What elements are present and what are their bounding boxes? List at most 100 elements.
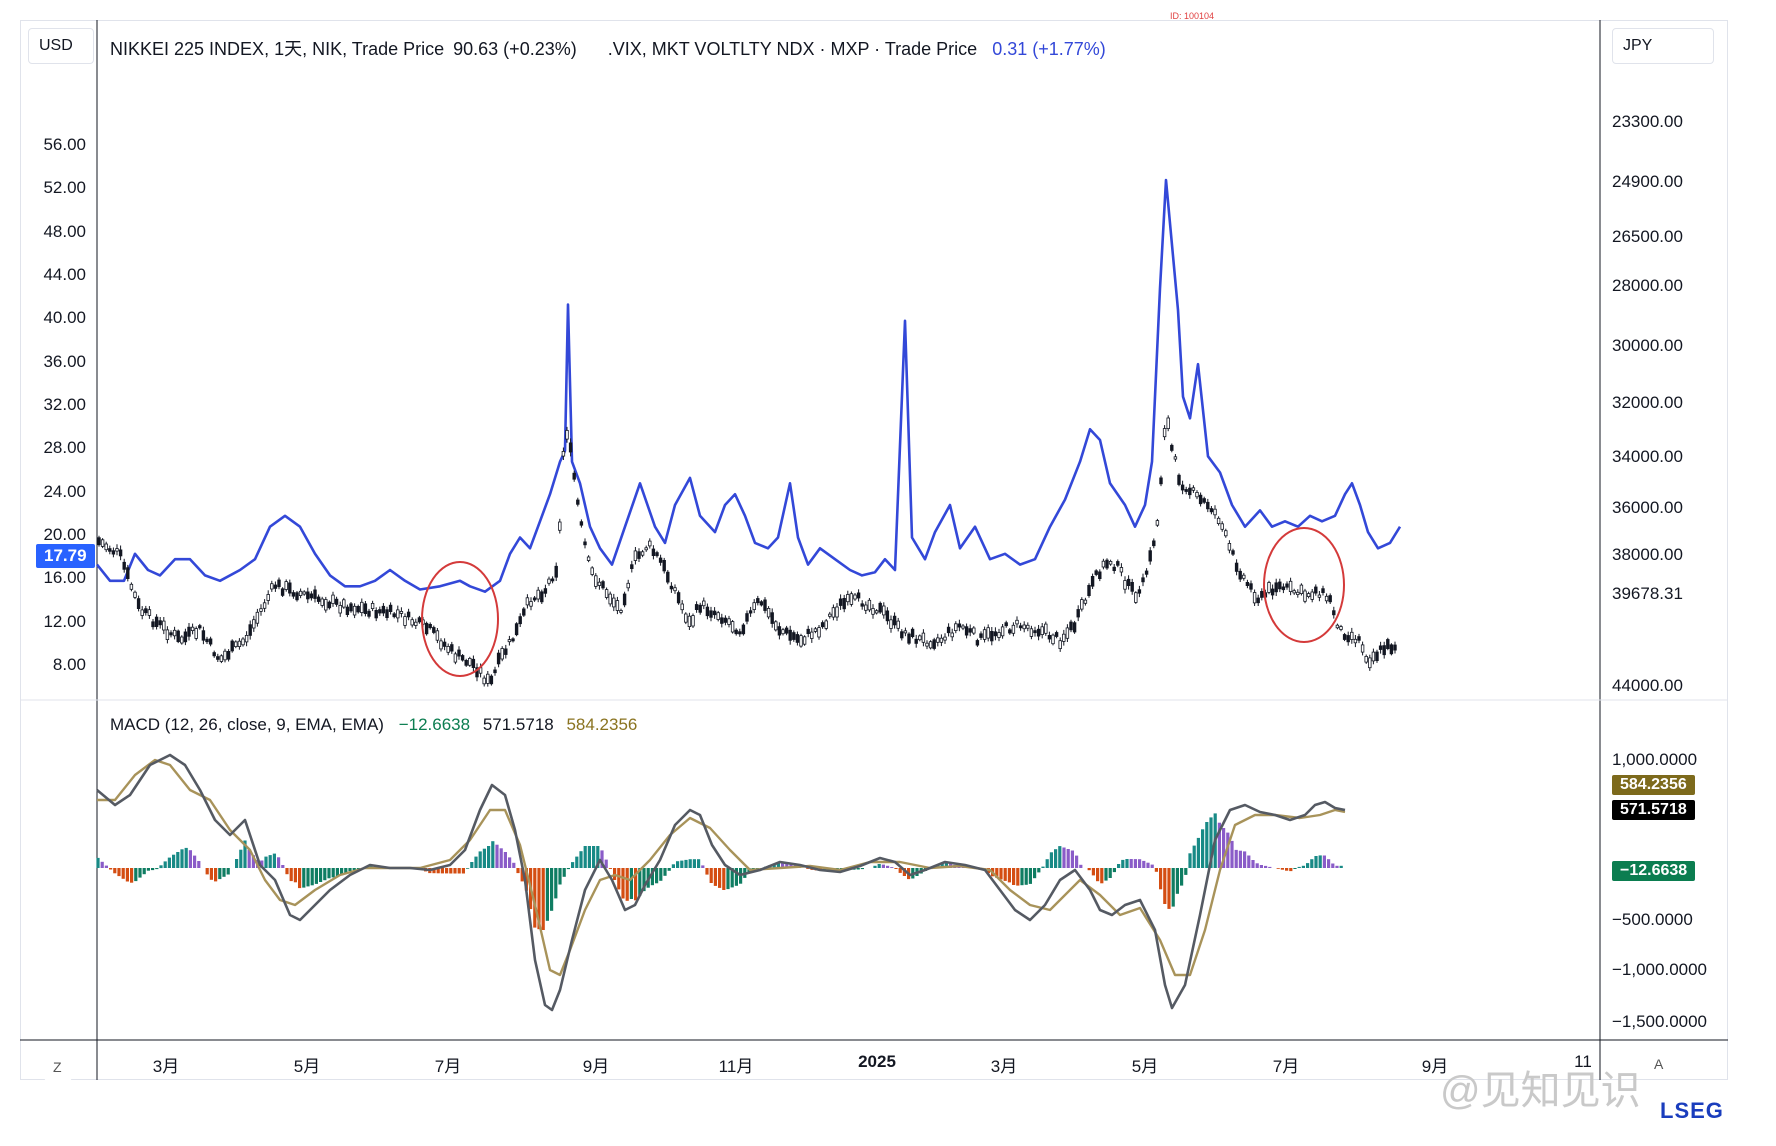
nikkei-candle-body [1054,632,1059,637]
nikkei-candle-body [1116,561,1120,566]
nikkei-candle-body [1371,651,1376,662]
macd-histogram-bar [877,864,881,868]
nikkei-candle-body [982,629,987,640]
macd-histogram-bar [125,868,129,882]
nikkei-candle-body [666,571,670,583]
macd-histogram-bar [1184,868,1188,875]
macd-legend-macd: 571.5718 [482,715,554,734]
macd-histogram-bar [335,868,339,877]
macd-histogram-bar [1054,849,1058,868]
macd-histogram-bar [222,868,226,877]
nikkei-candle-body [781,629,785,635]
nikkei-candle-body [1296,591,1300,595]
nikkei-candle-body [1195,491,1199,498]
nikkei-candle-body [1184,489,1188,492]
macd-histogram-bar [1070,850,1074,868]
nikkei-candle-body [1285,583,1289,588]
macd-histogram-bar [1091,868,1095,876]
macd-histogram-bar [352,868,356,871]
nikkei-candle-body [669,585,674,590]
macd-histogram-bar [1318,855,1322,868]
nikkei-candle-body [687,615,692,628]
macd-histogram-bar [1028,868,1032,884]
macd-histogram-bar [491,841,495,868]
macd-histogram-bar [188,850,192,868]
left-axis-tick: 32.00 [43,395,86,414]
nikkei-candle-body [658,557,663,563]
nikkei-candle-body [1317,594,1322,598]
nikkei-candle-body [291,592,296,597]
macd-histogram-bar [1016,868,1020,886]
macd-histogram-bar [583,846,587,868]
lseg-logo: LSEG [1660,1098,1724,1123]
legend-nikkei-label: NIKKEI 225 INDEX, 1天, NIK, Trade Price [110,39,445,59]
nikkei-candle-body [410,619,414,626]
macd-histogram-bar [474,856,478,868]
nikkei-candle-body [403,616,407,626]
nikkei-candle-body [1252,592,1257,604]
nikkei-candle-body [910,628,915,638]
auto-scale-button[interactable]: A [1654,1056,1664,1072]
nikkei-candle-body [554,565,558,578]
nikkei-candle-body [925,642,929,647]
nikkei-candle-body [385,609,389,619]
macd-histogram-bar [734,868,738,886]
timezone-button[interactable]: Z [44,1053,72,1081]
id-label: ID: 100104 [1170,11,1215,21]
nikkei-candle-body [1159,477,1163,485]
nikkei-candle-body [115,548,119,552]
nikkei-candle-body [1368,657,1372,669]
macd-histogram-bar [617,868,621,890]
left-axis-tick: 44.00 [43,265,86,284]
nikkei-candle-body [896,620,900,629]
macd-histogram-bar [713,868,717,886]
nikkei-candle-body [151,621,155,628]
left-currency-button[interactable]: USD [28,28,94,64]
nikkei-candle-body [730,621,735,633]
nikkei-candle-body [727,618,731,625]
macd-histogram-bar [558,868,562,885]
macd-histogram-bar [331,868,335,878]
nikkei-candle-body [928,641,933,649]
nikkei-candle-body [122,561,126,570]
nikkei-candle-body [900,631,904,639]
macd-histogram-bar [1335,865,1339,868]
macd-histogram-bar [1003,868,1007,881]
macd-histogram-bar [239,849,243,868]
macd-histogram-bar [260,860,264,868]
nikkei-candle-body [856,592,861,599]
nikkei-candle-body [1173,456,1178,460]
nikkei-candle-body [111,550,116,555]
nikkei-candle-body [1018,625,1023,629]
nikkei-candle-body [442,641,447,647]
left-axis-tick: 24.00 [43,481,86,501]
nikkei-candle-body [255,611,260,624]
nikkei-candle-body [842,598,846,610]
nikkei-candle-body [374,610,378,619]
macd-histogram-bar [1117,864,1121,868]
macd-histogram-bar [1163,868,1167,904]
nikkei-candle-body [417,617,422,623]
nikkei-candle-body [990,631,994,642]
macd-histogram-bar [138,868,142,878]
macd-histogram-bar [621,868,625,899]
macd-histogram-bar [1087,868,1091,871]
nikkei-candle-body [302,591,306,595]
macd-histogram-bar [109,868,113,870]
macd-histogram-bar [881,864,885,868]
nikkei-candle-body [1062,633,1066,642]
nikkei-candle-body [1040,626,1044,635]
nikkei-candle-body [288,582,292,594]
nikkei-candle-body [133,591,137,598]
time-axis-tick: 2025 [858,1052,896,1071]
macd-histogram-bar [999,868,1003,880]
macd-axis-tick: 1,000.0000 [1612,750,1698,769]
macd-histogram-bar [319,868,323,882]
macd-histogram-bar [680,860,684,868]
nikkei-candle-body [529,601,533,607]
nikkei-candle-body [615,600,620,611]
nikkei-candle-body [788,629,792,641]
right-currency-button[interactable]: JPY [1612,28,1714,64]
nikkei-candle-body [1026,624,1030,629]
